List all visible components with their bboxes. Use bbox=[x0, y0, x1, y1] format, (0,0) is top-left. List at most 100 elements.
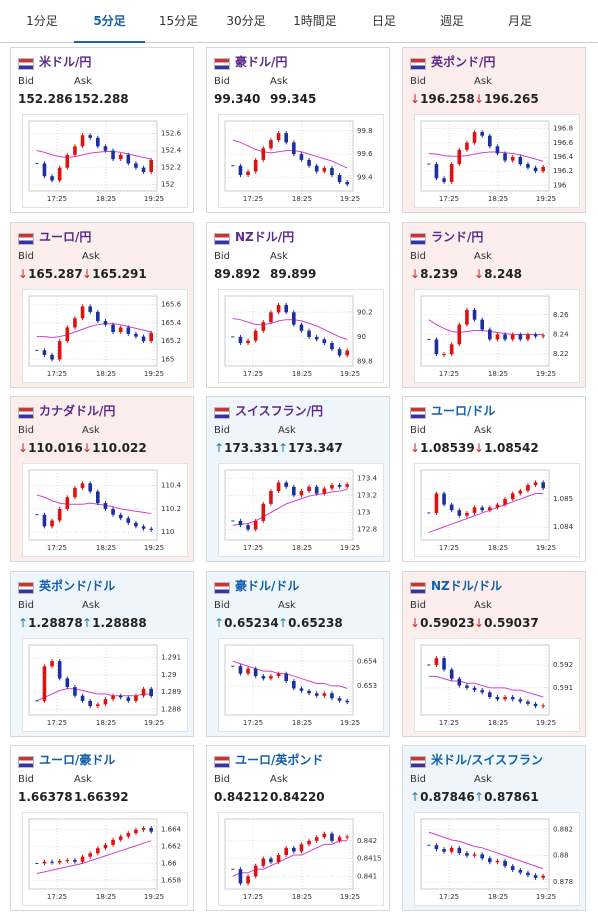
currency-card[interactable]: 豪ドル/ドル Bid Ask ↑0.65234 ↑0.65238 17:25 18:25 19… bbox=[206, 571, 390, 737]
bid-value: 0.87846 bbox=[420, 790, 475, 804]
currency-card[interactable]: スイスフラン/円 Bid Ask ↑173.331 ↑173.347 17:25 18:25… bbox=[206, 396, 390, 562]
trend-arrow: ↑ bbox=[214, 616, 225, 630]
y-tick-label: 0.841 bbox=[357, 872, 377, 880]
candle bbox=[57, 661, 62, 679]
plot-frame bbox=[420, 818, 550, 890]
candle bbox=[480, 319, 484, 330]
candle bbox=[42, 514, 47, 527]
candle bbox=[488, 692, 492, 697]
chart-box: 17:25 18:25 19:25 152.6 152.4 152.2 152 bbox=[22, 114, 188, 208]
currency-card[interactable]: ユーロ/豪ドル Bid Ask 1.66378 1.66392 17:25 18:25 19:… bbox=[10, 745, 194, 911]
tab[interactable]: 1分足 bbox=[26, 14, 58, 28]
bid-value: 165.287 bbox=[28, 267, 83, 281]
currency-card[interactable]: 米ドル/円 Bid Ask 152.286 152.288 17:25 18:25 19:25… bbox=[10, 47, 194, 213]
currency-card[interactable]: NZドル/ドル Bid Ask ↓0.59023 ↓0.59037 17:25 18:25 1… bbox=[402, 571, 586, 737]
bid-price: ↓110.016 bbox=[18, 441, 83, 455]
pair-name: 豪ドル/円 bbox=[235, 55, 288, 69]
trend-arrow: ↑ bbox=[474, 790, 485, 804]
bid-value: 173.331 bbox=[224, 441, 279, 455]
trend-arrow: ↓ bbox=[474, 92, 485, 106]
y-tick-label: 0.8415 bbox=[357, 855, 382, 863]
candle bbox=[284, 133, 288, 143]
candle bbox=[134, 695, 138, 701]
y-tick-label: 90.2 bbox=[357, 308, 373, 316]
tab[interactable]: 月足 bbox=[507, 14, 532, 28]
candle bbox=[238, 666, 243, 674]
trend-arrow: ↑ bbox=[278, 616, 289, 630]
pair-name: NZドル/ドル bbox=[431, 579, 503, 593]
candle bbox=[434, 339, 439, 355]
currency-card[interactable]: 豪ドル/円 Bid Ask 99.340 99.345 17:25 18:25 19:25 99… bbox=[206, 47, 390, 213]
time-label: 17:25 bbox=[47, 195, 67, 203]
y-tick-label: 0.592 bbox=[553, 661, 573, 669]
candle bbox=[299, 491, 304, 496]
bid-value: 0.65234 bbox=[224, 616, 279, 630]
bid-label: Bid bbox=[410, 774, 426, 785]
candle bbox=[238, 520, 243, 526]
trend-arrow: ↓ bbox=[82, 267, 93, 281]
bid-value: 152.286 bbox=[18, 92, 73, 106]
pair-name: 米ドル/スイスフラン bbox=[431, 753, 544, 767]
tab[interactable]: 30分足 bbox=[226, 14, 266, 28]
bid-label: Bid bbox=[410, 600, 426, 611]
currency-card[interactable]: 英ポンド/円 Bid Ask ↓196.258 ↓196.265 17:25 18:25 19… bbox=[402, 47, 586, 213]
tab[interactable]: 1時間足 bbox=[293, 14, 337, 28]
currency-card[interactable]: 英ポンド/ドル Bid Ask ↑1.28878 ↑1.28888 17:25 18:25 1… bbox=[10, 571, 194, 737]
y-tick-label: 152.6 bbox=[161, 130, 182, 138]
currency-card[interactable]: 米ドル/スイスフラン Bid Ask ↑0.87846 ↑0.87861 17:25 18:… bbox=[402, 745, 586, 911]
candle bbox=[50, 176, 54, 181]
currency-card[interactable]: ランド/円 Bid Ask ↓8.239 ↓8.248 17:25 18:25 19:25 8.… bbox=[402, 222, 586, 388]
candle bbox=[238, 336, 243, 344]
moving-average bbox=[428, 319, 544, 335]
pair-name: NZドル/円 bbox=[235, 230, 295, 244]
candle bbox=[141, 828, 146, 830]
time-label: 18:25 bbox=[292, 544, 312, 552]
candle bbox=[533, 334, 538, 337]
tab[interactable]: 5分足 bbox=[74, 0, 145, 43]
y-tick-label: 8.26 bbox=[553, 311, 569, 319]
bid-price: ↓165.287 bbox=[18, 267, 83, 281]
candle bbox=[149, 528, 153, 530]
tab[interactable]: 15分足 bbox=[158, 14, 199, 28]
pair-name: カナダドル/円 bbox=[39, 404, 116, 418]
currency-card[interactable]: ユーロ/英ポンド Bid Ask 0.84212 0.84220 17:25 18:25 19… bbox=[206, 745, 390, 911]
candle bbox=[314, 486, 319, 494]
y-tick-label: 152.4 bbox=[161, 147, 182, 155]
ask-price: ↓110.022 bbox=[82, 441, 147, 455]
candle bbox=[253, 668, 258, 677]
currency-card[interactable]: NZドル/円 Bid Ask 89.892 89.899 17:25 18:25 19:25 9… bbox=[206, 222, 390, 388]
ask-label: Ask bbox=[82, 425, 100, 436]
candle bbox=[269, 858, 273, 863]
y-tick-label: 1.289 bbox=[161, 688, 181, 696]
candle bbox=[96, 137, 100, 147]
y-tick-label: 110.4 bbox=[161, 482, 182, 490]
y-tick-label: 90 bbox=[357, 333, 366, 341]
time-label: 17:25 bbox=[243, 719, 263, 727]
candle bbox=[533, 703, 538, 707]
chart-box: 17:25 18:25 19:25 1.291 1.29 1.289 1.288 bbox=[22, 638, 188, 732]
candle bbox=[510, 866, 515, 871]
currency-card[interactable]: ユーロ/ドル Bid Ask ↓1.08539 ↓1.08542 17:25 18:25 19… bbox=[402, 396, 586, 562]
bid-value: 0.59023 bbox=[420, 616, 475, 630]
chart-box: 17:25 18:25 19:25 110.4 110.2 110 bbox=[22, 463, 188, 557]
candle bbox=[253, 865, 258, 877]
tab[interactable]: 日足 bbox=[371, 14, 396, 28]
candle bbox=[495, 697, 500, 700]
candle bbox=[541, 166, 545, 172]
time-label: 17:25 bbox=[243, 893, 263, 901]
time-label: 18:25 bbox=[292, 719, 312, 727]
y-tick-label: 0.882 bbox=[553, 826, 573, 834]
ask-price: ↑0.87861 bbox=[474, 790, 539, 804]
ask-label: Ask bbox=[270, 774, 288, 785]
tab[interactable]: 週足 bbox=[439, 14, 464, 28]
currency-card[interactable]: カナダドル/円 Bid Ask ↓110.016 ↓110.022 17:25 18:25 1… bbox=[10, 396, 194, 562]
bid-price: ↑1.28878 bbox=[18, 616, 83, 630]
plot-frame bbox=[420, 644, 550, 716]
ask-value: 89.899 bbox=[270, 267, 317, 281]
currency-card[interactable]: ユーロ/円 Bid Ask ↓165.287 ↓165.291 17:25 18:25 19:… bbox=[10, 222, 194, 388]
ask-value: 165.291 bbox=[92, 267, 147, 281]
candle bbox=[141, 688, 146, 696]
bid-value: 8.239 bbox=[420, 267, 459, 281]
bid-label: Bid bbox=[18, 600, 34, 611]
time-label: 19:25 bbox=[340, 195, 360, 203]
